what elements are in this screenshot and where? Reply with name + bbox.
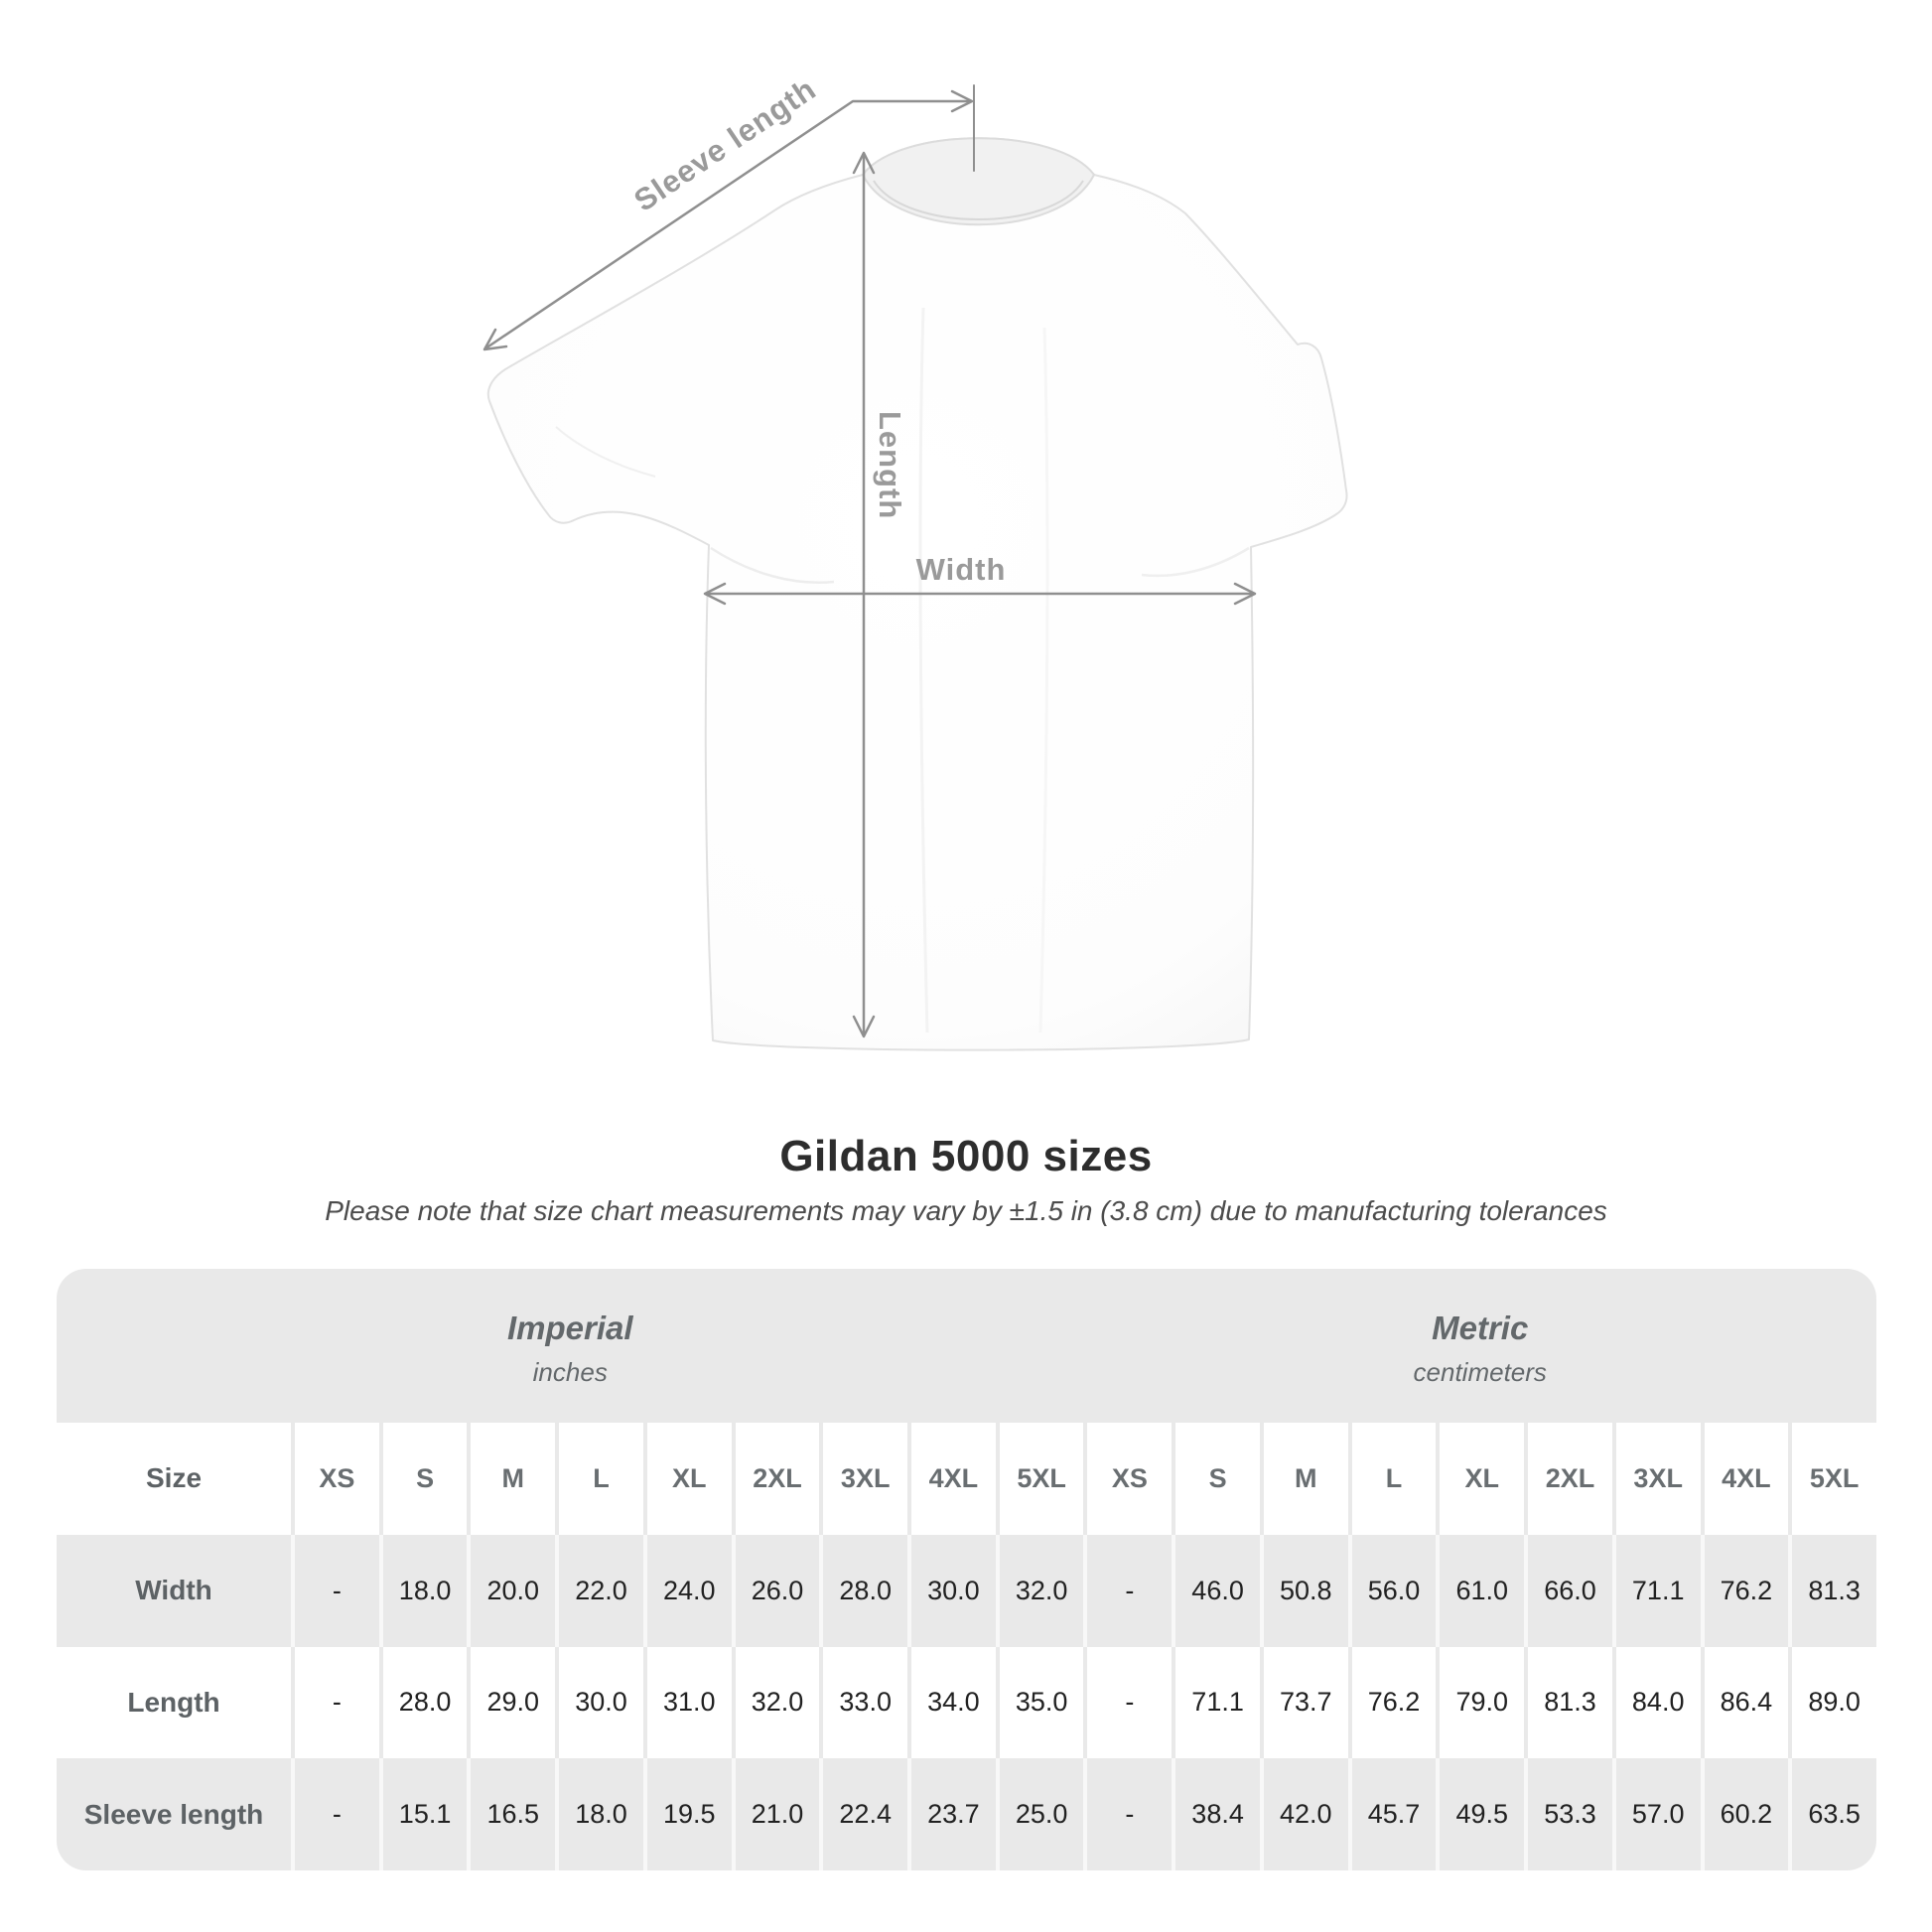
value-cell-imperial: 26.0 — [731, 1534, 820, 1647]
page-title: Gildan 5000 sizes — [779, 1132, 1153, 1180]
metric-group-unit: centimeters — [1413, 1357, 1547, 1387]
size-header-cell-imperial: L — [555, 1423, 643, 1535]
value-cell-metric: 45.7 — [1347, 1758, 1437, 1870]
value-cell-metric: 81.3 — [1524, 1646, 1612, 1759]
value-cell-imperial: 32.0 — [995, 1534, 1084, 1647]
value-cell-imperial: 20.0 — [467, 1534, 556, 1647]
value-cell-imperial: - — [291, 1758, 379, 1870]
value-cell-metric: 53.3 — [1524, 1758, 1612, 1870]
size-header-cell-imperial: M — [467, 1423, 556, 1535]
value-cell-metric: 49.5 — [1436, 1758, 1525, 1870]
value-cell-imperial: 35.0 — [995, 1646, 1084, 1759]
arrow-down-left-icon — [483, 328, 508, 351]
value-cell-imperial: - — [291, 1646, 379, 1759]
width-measure-line — [703, 582, 1257, 606]
value-cell-metric: 38.4 — [1172, 1758, 1260, 1870]
length-label: Length — [873, 411, 907, 519]
value-cell-metric: 84.0 — [1611, 1646, 1701, 1759]
row-label: Width — [57, 1534, 291, 1647]
value-cell-metric: 79.0 — [1436, 1646, 1525, 1759]
value-cell-imperial: 33.0 — [819, 1646, 908, 1759]
size-header-cell-metric: 2XL — [1524, 1423, 1612, 1535]
size-header-cell-imperial: S — [378, 1423, 468, 1535]
size-header-cell-imperial: XS — [291, 1423, 379, 1535]
arrow-down-icon — [852, 1015, 876, 1038]
value-cell-imperial: 34.0 — [907, 1646, 996, 1759]
value-cell-metric: 73.7 — [1259, 1646, 1348, 1759]
metric-group-header: Metric centimeters — [1083, 1269, 1876, 1423]
value-cell-metric: 60.2 — [1700, 1758, 1789, 1870]
value-cell-imperial: 22.0 — [555, 1534, 643, 1647]
value-cell-imperial: 15.1 — [378, 1758, 468, 1870]
row-label: Sleeve length — [57, 1758, 291, 1870]
size-header-cell-metric: L — [1347, 1423, 1437, 1535]
value-cell-metric: 57.0 — [1611, 1758, 1701, 1870]
value-cell-metric: 81.3 — [1788, 1534, 1876, 1647]
value-cell-metric: 71.1 — [1611, 1534, 1701, 1647]
value-cell-metric: 50.8 — [1259, 1534, 1348, 1647]
size-header-cell-metric: XL — [1436, 1423, 1525, 1535]
value-cell-imperial: 30.0 — [555, 1646, 643, 1759]
value-cell-imperial: 24.0 — [642, 1534, 732, 1647]
size-header-cell-imperial: 4XL — [907, 1423, 996, 1535]
imperial-group-unit: inches — [532, 1357, 608, 1387]
size-header-cell-imperial: 3XL — [819, 1423, 908, 1535]
size-header-cell-metric: M — [1259, 1423, 1348, 1535]
value-cell-imperial: 32.0 — [731, 1646, 820, 1759]
size-header-cell-metric: 5XL — [1788, 1423, 1876, 1535]
value-cell-imperial: 30.0 — [907, 1534, 996, 1647]
width-label: Width — [916, 552, 1007, 587]
value-cell-metric: - — [1083, 1758, 1173, 1870]
value-cell-metric: - — [1083, 1646, 1173, 1759]
size-column-header: Size — [57, 1423, 291, 1535]
value-cell-imperial: 22.4 — [819, 1758, 908, 1870]
value-cell-metric: 76.2 — [1700, 1534, 1789, 1647]
value-cell-metric: 66.0 — [1524, 1534, 1612, 1647]
value-cell-metric: 42.0 — [1259, 1758, 1348, 1870]
value-cell-metric: 63.5 — [1788, 1758, 1876, 1870]
value-cell-metric: 46.0 — [1172, 1534, 1260, 1647]
value-cell-imperial: 31.0 — [642, 1646, 732, 1759]
value-cell-metric: 86.4 — [1700, 1646, 1789, 1759]
value-cell-metric: 56.0 — [1347, 1534, 1437, 1647]
value-cell-imperial: 21.0 — [731, 1758, 820, 1870]
value-cell-metric: 61.0 — [1436, 1534, 1525, 1647]
value-cell-imperial: 23.7 — [907, 1758, 996, 1870]
value-cell-metric: 89.0 — [1788, 1646, 1876, 1759]
metric-group-title: Metric — [1432, 1310, 1529, 1346]
value-cell-imperial: - — [291, 1534, 379, 1647]
value-cell-imperial: 28.0 — [378, 1646, 468, 1759]
value-cell-imperial: 16.5 — [467, 1758, 556, 1870]
size-header-cell-imperial: 2XL — [731, 1423, 820, 1535]
imperial-group-title: Imperial — [506, 1310, 633, 1346]
value-cell-imperial: 18.0 — [378, 1534, 468, 1647]
value-cell-imperial: 28.0 — [819, 1534, 908, 1647]
size-header-cell-imperial: XL — [642, 1423, 732, 1535]
tolerance-note: Please note that size chart measurements… — [325, 1195, 1607, 1226]
size-header-cell-metric: 3XL — [1611, 1423, 1701, 1535]
row-label: Length — [57, 1646, 291, 1759]
sleeve-length-label: Sleeve length — [627, 71, 822, 218]
size-header-cell-metric: XS — [1083, 1423, 1173, 1535]
size-header-cell-imperial: 5XL — [995, 1423, 1084, 1535]
value-cell-imperial: 19.5 — [642, 1758, 732, 1870]
size-table: Imperial inches Metric centimeters Size X… — [57, 1269, 1876, 1870]
collar — [861, 137, 1096, 226]
arrow-right-icon — [950, 89, 974, 113]
size-header-cell-metric: S — [1172, 1423, 1260, 1535]
value-cell-metric: 71.1 — [1172, 1646, 1260, 1759]
value-cell-metric: 76.2 — [1347, 1646, 1437, 1759]
size-header-cell-metric: 4XL — [1700, 1423, 1789, 1535]
value-cell-imperial: 29.0 — [467, 1646, 556, 1759]
value-cell-imperial: 18.0 — [555, 1758, 643, 1870]
value-cell-metric: - — [1083, 1534, 1173, 1647]
arrow-up-icon — [852, 151, 876, 175]
imperial-group-header: Imperial inches — [57, 1269, 1084, 1423]
sleeve-length-measure-line — [483, 84, 975, 351]
value-cell-imperial: 25.0 — [995, 1758, 1084, 1870]
tshirt-measurement-diagram: Sleeve length Length Width — [483, 71, 1348, 1051]
arrow-right-icon — [1233, 582, 1257, 606]
arrow-left-icon — [703, 582, 727, 606]
